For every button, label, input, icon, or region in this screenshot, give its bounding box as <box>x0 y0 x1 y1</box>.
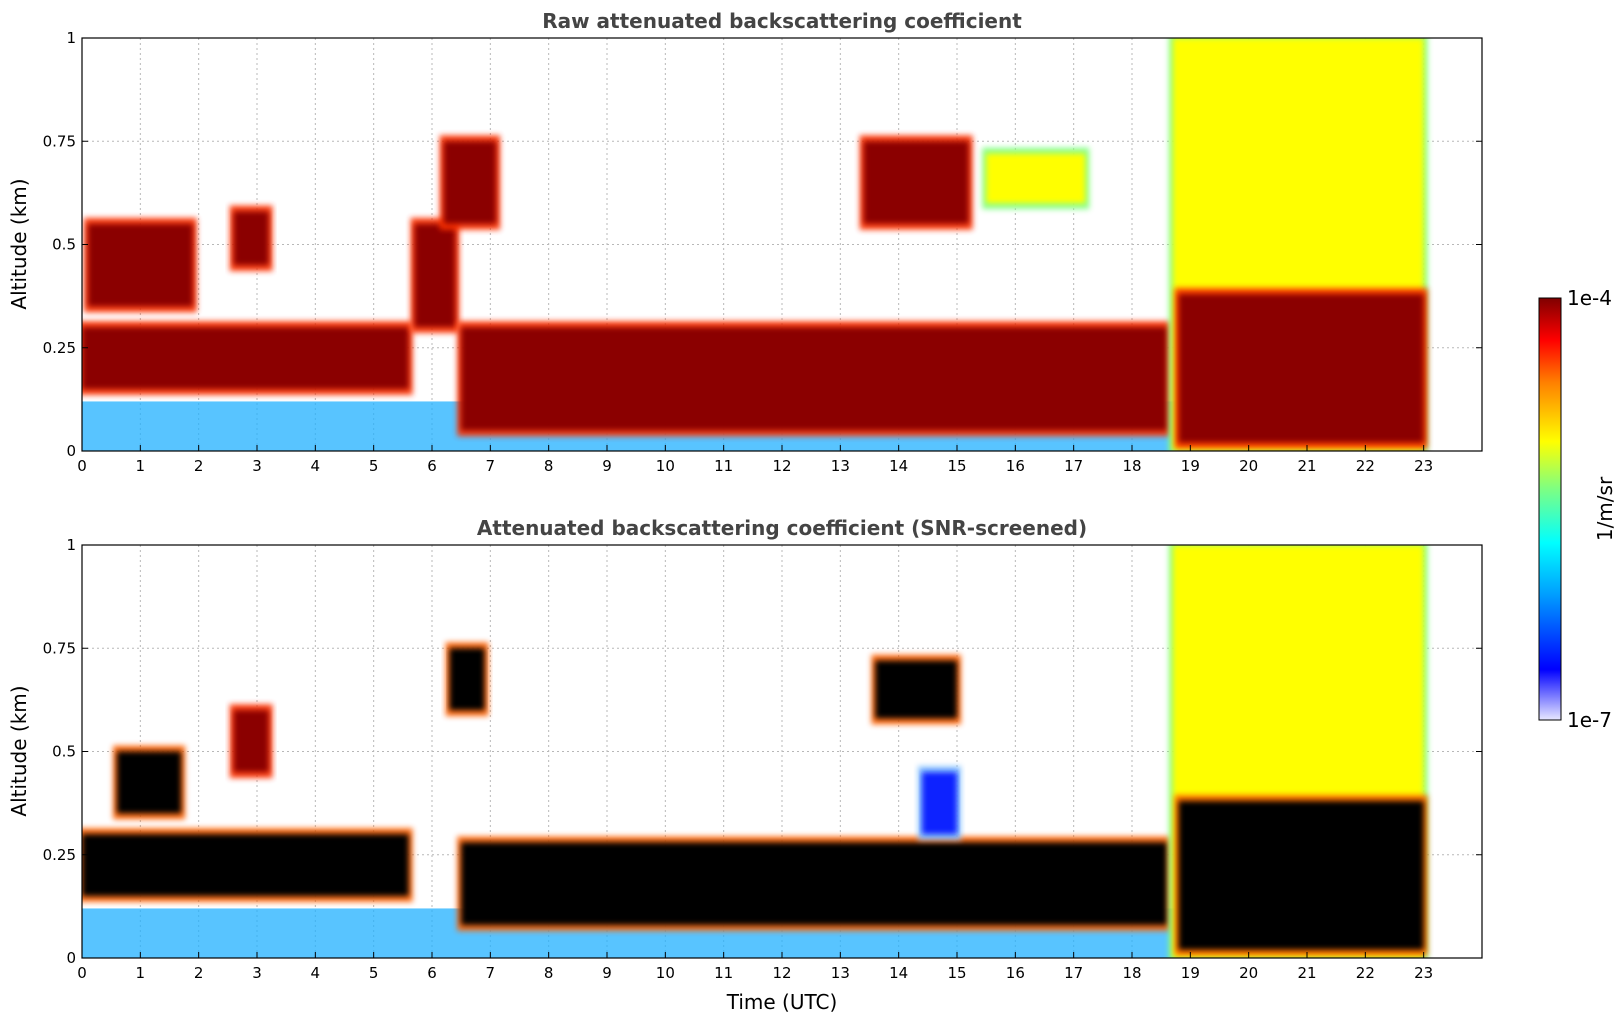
x-tick-label: 14 <box>889 457 908 475</box>
y-tick-label: 0.25 <box>43 339 76 357</box>
x-tick-label: 2 <box>194 457 204 475</box>
x-tick-label: 22 <box>1356 964 1375 982</box>
panel-snr-screened: Attenuated backscattering coefficient (S… <box>7 516 1483 1014</box>
x-tick-label: 10 <box>656 964 675 982</box>
y-axis-label: Altitude (km) <box>7 685 31 816</box>
x-tick-label: 21 <box>1297 964 1316 982</box>
y-tick-label: 0 <box>66 949 76 967</box>
x-tick-label: 15 <box>947 964 966 982</box>
heatmap-cell <box>875 660 957 719</box>
heatmap <box>82 545 1428 958</box>
x-tick-label: 9 <box>602 457 612 475</box>
x-tick-label: 10 <box>656 457 675 475</box>
heatmap-cell <box>414 223 456 328</box>
chart-title: Attenuated backscattering coefficient (S… <box>477 516 1087 540</box>
x-axis-label: Time (UTC) <box>726 990 838 1014</box>
heatmap <box>82 38 1428 451</box>
x-tick-label: 13 <box>831 964 850 982</box>
x-tick-label: 19 <box>1181 964 1200 982</box>
panel-raw: Raw attenuated backscattering coefficien… <box>7 9 1483 475</box>
x-tick-label: 12 <box>772 457 791 475</box>
x-tick-label: 14 <box>889 964 908 982</box>
y-tick-label: 0.75 <box>43 132 76 150</box>
x-tick-label: 23 <box>1414 457 1433 475</box>
x-tick-label: 21 <box>1297 457 1316 475</box>
x-tick-label: 4 <box>311 457 321 475</box>
x-tick-label: 11 <box>714 457 733 475</box>
x-tick-label: 8 <box>544 457 554 475</box>
y-axis-label: Altitude (km) <box>7 178 31 309</box>
x-tick-label: 13 <box>831 457 850 475</box>
heatmap-cell <box>87 223 193 307</box>
x-tick-label: 8 <box>544 964 554 982</box>
x-tick-label: 7 <box>486 964 496 982</box>
y-tick-label: 0.75 <box>43 639 76 657</box>
y-tick-label: 0.5 <box>52 743 76 761</box>
heatmap-cell <box>82 327 409 390</box>
chart-title: Raw attenuated backscattering coefficien… <box>542 9 1022 33</box>
x-tick-label: 7 <box>486 457 496 475</box>
heatmap-cell <box>82 834 409 897</box>
x-tick-label: 1 <box>136 457 146 475</box>
x-tick-label: 6 <box>427 964 437 982</box>
y-tick-label: 0 <box>66 442 76 460</box>
y-tick-label: 0.25 <box>43 846 76 864</box>
x-tick-label: 16 <box>1006 964 1025 982</box>
x-tick-label: 22 <box>1356 457 1375 475</box>
colorbar-gradient <box>1538 297 1562 721</box>
x-tick-label: 18 <box>1122 964 1141 982</box>
x-tick-label: 16 <box>1006 457 1025 475</box>
heatmap-cell <box>449 648 485 711</box>
x-tick-label: 18 <box>1122 457 1141 475</box>
heatmap-cell <box>233 211 269 266</box>
x-tick-label: 11 <box>714 964 733 982</box>
x-tick-label: 3 <box>252 964 262 982</box>
y-tick-label: 0.5 <box>52 236 76 254</box>
heatmap-cell <box>461 327 1168 431</box>
heatmap-cell <box>1178 801 1424 950</box>
x-tick-label: 17 <box>1064 964 1083 982</box>
axis-ticks: 0 1 2 3 4 5 6 7 8 9 10 11 12 13 14 15 16 17 18 19 20 21 22 2300… <box>43 29 1482 475</box>
x-tick-label: 3 <box>252 457 262 475</box>
x-tick-label: 19 <box>1181 457 1200 475</box>
y-tick-label: 1 <box>66 536 76 554</box>
colorbar: 1e-4 1e-7 1/m/sr <box>1538 286 1617 732</box>
x-tick-label: 17 <box>1064 457 1083 475</box>
x-tick-label: 23 <box>1414 964 1433 982</box>
x-tick-label: 12 <box>772 964 791 982</box>
axis-ticks: 0 1 2 3 4 5 6 7 8 9 10 11 12 13 14 15 16 17 18 19 20 21 22 2300… <box>43 536 1482 982</box>
y-tick-label: 1 <box>66 29 76 47</box>
heatmap-cell <box>233 710 269 773</box>
x-tick-label: 20 <box>1239 457 1258 475</box>
x-tick-label: 15 <box>947 457 966 475</box>
heatmap-cell <box>117 751 182 814</box>
heatmap-cell <box>863 141 969 224</box>
x-tick-label: 0 <box>77 457 87 475</box>
x-tick-label: 5 <box>369 964 379 982</box>
x-tick-label: 5 <box>369 457 379 475</box>
heatmap-cell <box>443 141 497 224</box>
x-tick-label: 1 <box>136 964 146 982</box>
colorbar-max-label: 1e-4 <box>1567 286 1612 310</box>
heatmap-cell <box>986 153 1086 204</box>
colorbar-min-label: 1e-7 <box>1567 708 1612 732</box>
x-tick-label: 4 <box>311 964 321 982</box>
heatmap-cell <box>922 772 957 835</box>
heatmap-cell <box>1178 294 1424 443</box>
x-tick-label: 0 <box>77 964 87 982</box>
heatmap-cell <box>461 842 1168 925</box>
x-tick-label: 9 <box>602 964 612 982</box>
x-tick-label: 20 <box>1239 964 1258 982</box>
x-tick-label: 6 <box>427 457 437 475</box>
x-tick-label: 2 <box>194 964 204 982</box>
colorbar-label: 1/m/sr <box>1593 476 1617 541</box>
